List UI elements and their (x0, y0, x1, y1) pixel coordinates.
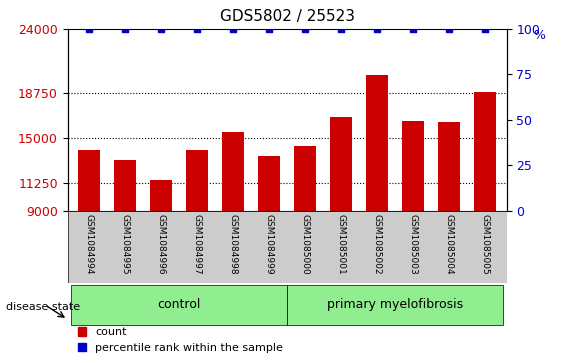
Bar (258, 156, 280, 319)
Text: GSM1084994: GSM1084994 (84, 214, 93, 275)
Bar (474, 92, 496, 319)
Text: GSM1084999: GSM1084999 (265, 214, 274, 275)
Text: GSM1085001: GSM1085001 (337, 214, 346, 275)
Bar (294, 146, 316, 319)
FancyBboxPatch shape (287, 285, 503, 325)
Text: primary myelofibrosis: primary myelofibrosis (327, 298, 463, 311)
Title: GDS5802 / 25523: GDS5802 / 25523 (220, 9, 355, 24)
Point (301, 26, 310, 32)
Text: GSM1085005: GSM1085005 (481, 214, 490, 275)
Point (409, 26, 418, 32)
Point (445, 26, 454, 32)
Text: GSM1085002: GSM1085002 (373, 214, 382, 275)
FancyBboxPatch shape (68, 211, 507, 283)
Point (193, 26, 202, 32)
Bar (367, 75, 388, 319)
Text: GSM1084998: GSM1084998 (229, 214, 238, 275)
Legend: count, percentile rank within the sample: count, percentile rank within the sample (73, 323, 288, 358)
Text: GSM1085004: GSM1085004 (445, 214, 454, 275)
Bar (186, 150, 208, 319)
Text: control: control (158, 298, 201, 311)
Point (84, 26, 93, 32)
Text: %: % (533, 29, 545, 42)
Text: GSM1084996: GSM1084996 (157, 214, 166, 275)
Point (481, 26, 490, 32)
Bar (439, 122, 460, 319)
Bar (114, 160, 136, 319)
Bar (330, 117, 352, 319)
Point (157, 26, 166, 32)
Bar (403, 121, 424, 319)
Text: GSM1084995: GSM1084995 (120, 214, 129, 275)
Point (373, 26, 382, 32)
Text: disease state: disease state (6, 302, 80, 312)
Text: GSM1085000: GSM1085000 (301, 214, 310, 275)
Text: GSM1084997: GSM1084997 (193, 214, 202, 275)
Bar (150, 180, 172, 319)
Point (229, 26, 238, 32)
Bar (78, 150, 100, 319)
Bar (222, 132, 244, 319)
Point (120, 26, 129, 32)
Point (337, 26, 346, 32)
Point (265, 26, 274, 32)
FancyBboxPatch shape (71, 285, 287, 325)
Text: GSM1085003: GSM1085003 (409, 214, 418, 275)
